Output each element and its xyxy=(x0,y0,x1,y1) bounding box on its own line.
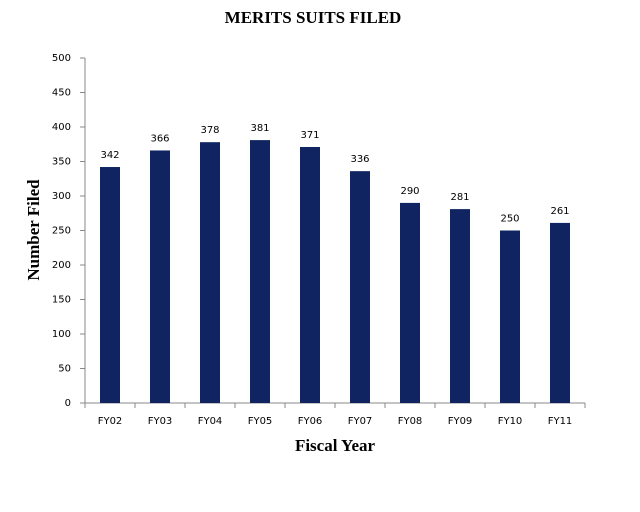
y-tick-label: 50 xyxy=(58,364,71,375)
data-label: 378 xyxy=(200,125,219,136)
x-tick-label: FY06 xyxy=(298,416,323,427)
data-label: 342 xyxy=(100,150,119,161)
x-axis-label: Fiscal Year xyxy=(295,436,376,455)
data-label: 261 xyxy=(550,206,569,217)
bar xyxy=(550,222,570,403)
bar xyxy=(300,147,320,403)
x-tick-label: FY07 xyxy=(348,416,373,427)
y-axis-label: Number Filed xyxy=(24,179,43,281)
bar xyxy=(500,230,520,403)
x-tick-label: FY08 xyxy=(398,416,423,427)
y-tick-label: 450 xyxy=(52,88,71,99)
y-tick-label: 100 xyxy=(52,329,71,340)
x-tick-label: FY04 xyxy=(198,416,223,427)
data-label: 250 xyxy=(500,214,519,225)
data-label: 371 xyxy=(300,130,319,141)
data-label: 336 xyxy=(350,154,369,165)
y-tick-label: 500 xyxy=(52,53,71,64)
x-tick-label: FY11 xyxy=(548,416,573,427)
y-tick-label: 0 xyxy=(65,398,71,409)
bar xyxy=(200,142,220,403)
x-tick-label: FY02 xyxy=(98,416,123,427)
bar xyxy=(100,167,120,403)
chart-title: MERITS SUITS FILED xyxy=(225,8,402,27)
y-tick-label: 400 xyxy=(52,122,71,133)
x-tick-label: FY05 xyxy=(248,416,273,427)
bar xyxy=(450,209,470,403)
y-tick-label: 200 xyxy=(52,260,71,271)
data-label: 281 xyxy=(450,192,469,203)
y-tick-label: 350 xyxy=(52,157,71,168)
bar xyxy=(350,171,370,403)
x-tick-label: FY03 xyxy=(148,416,173,427)
x-tick-label: FY09 xyxy=(448,416,473,427)
x-tick-label: FY10 xyxy=(498,416,523,427)
data-label: 381 xyxy=(250,123,269,134)
bar xyxy=(150,150,170,403)
data-label: 366 xyxy=(150,133,169,144)
y-tick-label: 250 xyxy=(52,226,71,237)
data-label: 290 xyxy=(400,186,419,197)
y-tick-label: 300 xyxy=(52,191,71,202)
y-tick-label: 150 xyxy=(52,295,71,306)
bar xyxy=(400,202,420,403)
bar xyxy=(250,140,270,404)
